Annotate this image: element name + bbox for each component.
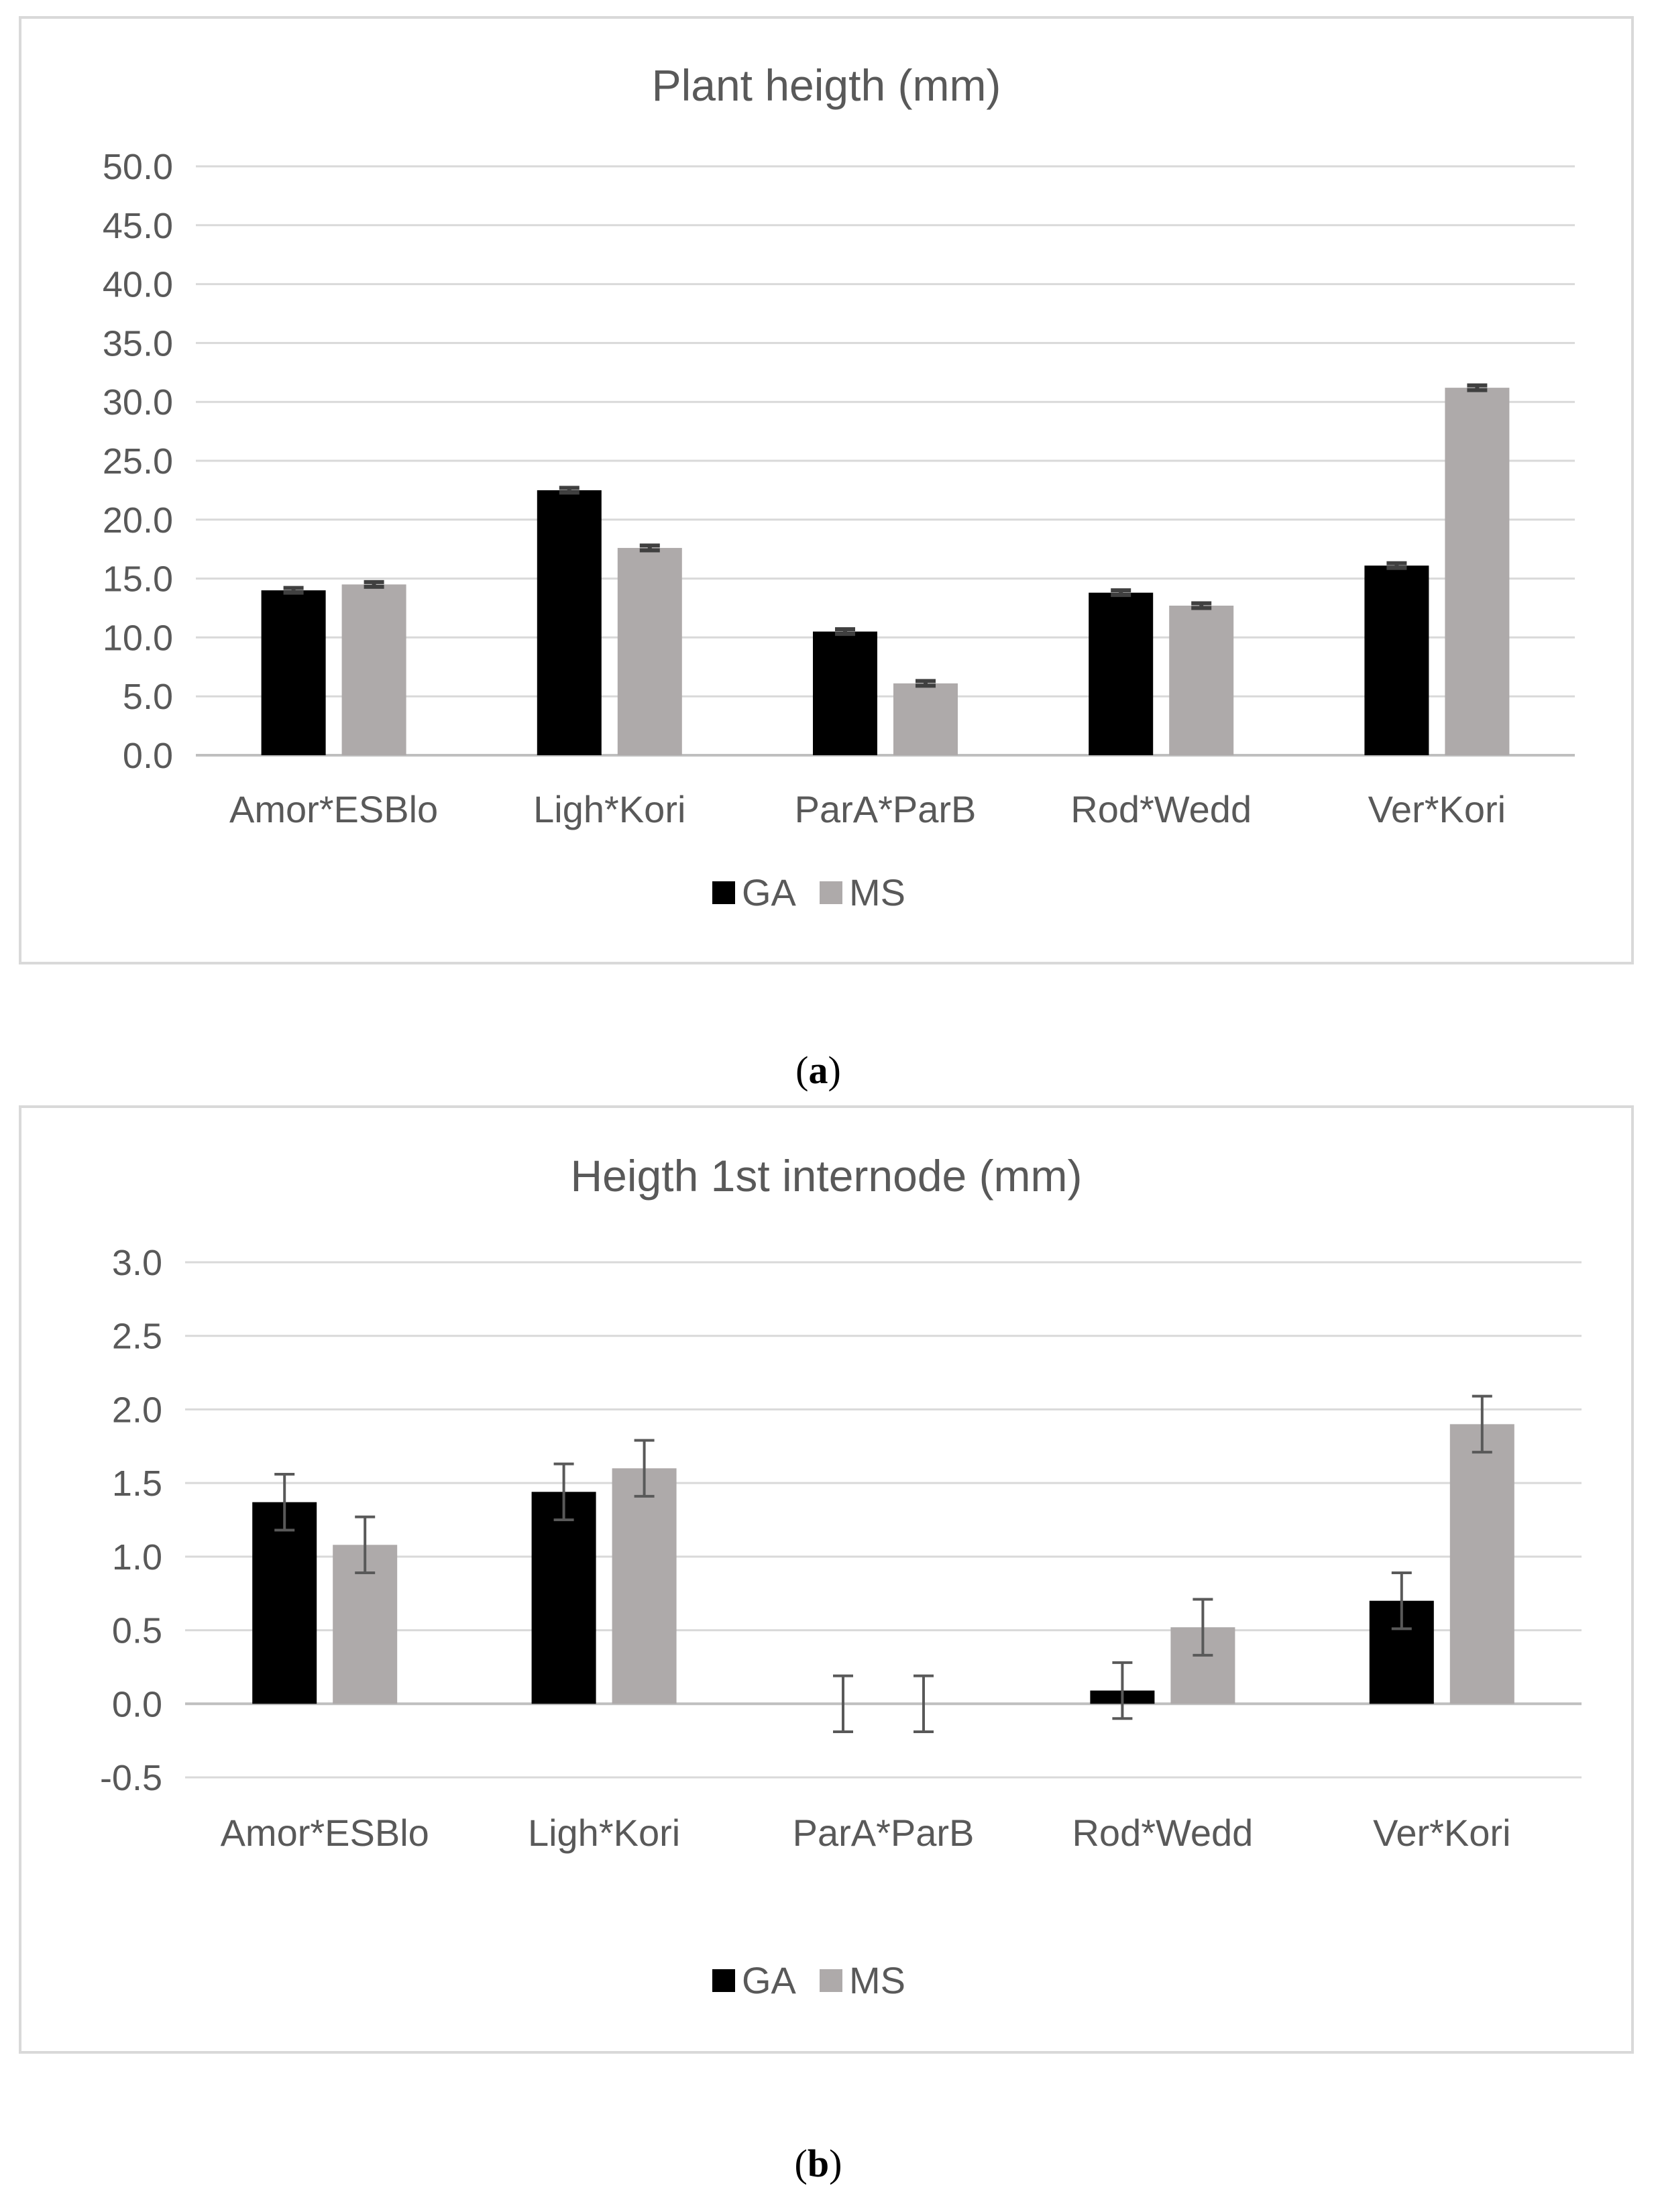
legend-swatch-ms <box>820 1969 842 1992</box>
bar-ms-3 <box>893 683 958 755</box>
x-category-label: Amor*ESBlo <box>221 1812 429 1854</box>
y-axis-ticks: -0.5 0.0 0.5 1.0 1.5 2.0 2.5 3.0 <box>100 1243 162 1798</box>
bars <box>252 1424 1514 1704</box>
y-tick-label: 25.0 <box>103 441 173 482</box>
y-tick-label: 0.0 <box>112 1684 162 1724</box>
y-axis-ticks: 0.0 5.0 10.0 15.0 20.0 25.0 30.0 35.0 40.0 45.0 50… <box>103 147 173 776</box>
chart-title: Heigth 1st internode (mm) <box>571 1151 1083 1201</box>
bar-ga-1 <box>261 590 326 755</box>
bar-ga-3 <box>813 631 877 755</box>
chart-title: Plant heigth (mm) <box>652 60 1001 110</box>
caption-b-label: b <box>807 2142 830 2185</box>
gridlines <box>185 1261 1582 1779</box>
caption-a-open: ( <box>795 1048 809 1092</box>
legend-swatch-ga <box>712 1969 735 1992</box>
y-tick-label: 2.5 <box>112 1317 162 1357</box>
gridlines <box>196 165 1575 757</box>
error-bars <box>274 1394 1492 1733</box>
x-category-label: Ligh*Kori <box>528 1812 680 1854</box>
y-tick-label: 20.0 <box>103 500 173 541</box>
y-tick-label: 1.5 <box>112 1463 162 1504</box>
legend: GA MS <box>712 1959 905 2001</box>
legend-swatch-ga <box>712 881 735 904</box>
y-tick-label: 0.5 <box>112 1611 162 1651</box>
x-category-label: ParA*ParB <box>795 788 977 830</box>
x-axis-categories: Amor*ESBlo Ligh*Kori ParA*ParB Rod*Wedd Ver*… <box>229 788 1506 830</box>
x-category-label: Ver*Kori <box>1368 788 1506 830</box>
x-category-label: Ligh*Kori <box>533 788 685 830</box>
bar-ms-2 <box>612 1468 677 1704</box>
x-category-label: Amor*ESBlo <box>229 788 438 830</box>
chart-panel-a: Plant heigth (mm) 0.0 5.0 10.0 15.0 20.0 25.0 3… <box>19 16 1634 964</box>
bar-ga-2 <box>537 490 602 755</box>
x-category-label: Ver*Kori <box>1373 1812 1510 1854</box>
legend: GA MS <box>712 871 905 914</box>
caption-a-label: a <box>808 1048 828 1092</box>
y-tick-label: 5.0 <box>123 677 173 717</box>
caption-a: (a) <box>751 1048 885 1093</box>
legend-swatch-ms <box>820 881 842 904</box>
caption-a-close: ) <box>828 1048 841 1092</box>
chart-panel-b: Heigth 1st internode (mm) -0.5 0.0 0.5 1.0 1.… <box>19 1105 1634 2054</box>
y-tick-label: 15.0 <box>103 559 173 600</box>
legend-label-ga: GA <box>742 871 797 914</box>
y-tick-label: 0.0 <box>123 736 173 776</box>
y-tick-label: -0.5 <box>100 1758 162 1798</box>
y-tick-label: 50.0 <box>103 147 173 187</box>
y-tick-label: 10.0 <box>103 618 173 658</box>
bar-ms-2 <box>617 547 682 755</box>
legend-label-ms: MS <box>849 871 905 914</box>
caption-b: (b) <box>751 2141 885 2186</box>
caption-b-close: ) <box>829 2142 842 2185</box>
y-tick-label: 40.0 <box>103 265 173 305</box>
x-category-label: ParA*ParB <box>793 1812 975 1854</box>
y-tick-label: 45.0 <box>103 206 173 246</box>
bar-ga-5 <box>1364 565 1429 755</box>
bar-ga-4 <box>1089 592 1154 755</box>
y-tick-label: 3.0 <box>112 1243 162 1283</box>
bar-ms-5 <box>1449 1424 1514 1704</box>
bar-ms-5 <box>1445 388 1510 755</box>
internode-height-chart: Heigth 1st internode (mm) -0.5 0.0 0.5 1.0 1.… <box>100 1151 1582 2001</box>
y-tick-label: 35.0 <box>103 323 173 364</box>
bar-ms-4 <box>1169 605 1234 755</box>
caption-b-open: ( <box>794 2142 808 2185</box>
bar-ms-1 <box>341 584 406 755</box>
y-tick-label: 30.0 <box>103 382 173 423</box>
x-category-label: Rod*Wedd <box>1072 1812 1253 1854</box>
bar-ga-1 <box>252 1502 317 1704</box>
y-tick-label: 1.0 <box>112 1537 162 1578</box>
legend-label-ms: MS <box>849 1959 905 2001</box>
x-axis-categories: Amor*ESBlo Ligh*Kori ParA*ParB Rod*Wedd Ver*… <box>221 1812 1511 1854</box>
legend-label-ga: GA <box>742 1959 797 2001</box>
bars <box>261 388 1510 755</box>
bar-ga-2 <box>531 1492 596 1704</box>
error-bars <box>283 383 1488 688</box>
plant-height-chart: Plant heigth (mm) 0.0 5.0 10.0 15.0 20.0 25.0 3… <box>103 60 1575 914</box>
x-category-label: Rod*Wedd <box>1070 788 1252 830</box>
y-tick-label: 2.0 <box>112 1390 162 1430</box>
